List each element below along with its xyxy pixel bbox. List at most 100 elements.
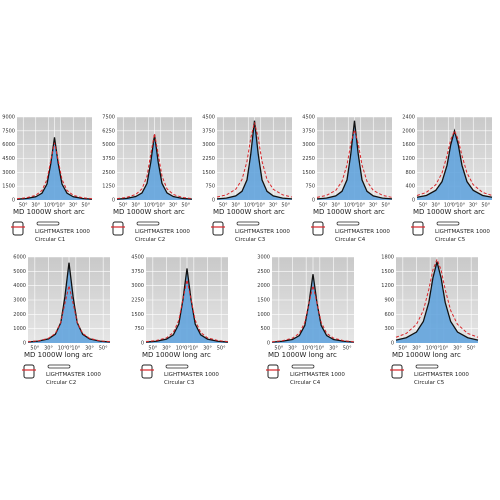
x-tick-label: 50° xyxy=(181,203,190,209)
curve xyxy=(27,262,111,343)
x-tick-label: 30° xyxy=(31,203,40,209)
x-tick-label: 10° xyxy=(56,203,65,209)
curve xyxy=(216,120,293,200)
fixture-icon xyxy=(312,221,324,236)
curve xyxy=(416,129,493,196)
caption: MD 1000W short arc xyxy=(413,208,485,216)
y-tick-label: 500 xyxy=(260,326,270,332)
variant: Circular C1 xyxy=(35,237,65,243)
x-tick-label: 30° xyxy=(369,203,378,209)
y-tick-label: 750 xyxy=(305,184,315,190)
x-tick-label: 10° xyxy=(144,203,153,209)
area xyxy=(17,137,92,200)
caption: MD 1000W short arc xyxy=(13,208,85,216)
caption: MD 1000W long arc xyxy=(392,351,461,359)
caption: MD 1000W short arc xyxy=(113,208,185,216)
fixture-icon xyxy=(212,221,224,236)
curve xyxy=(316,127,393,198)
x-tick-label: 50° xyxy=(481,203,490,209)
x-tick-label: 10° xyxy=(356,203,365,209)
y-tick-label: 6250 xyxy=(102,128,115,134)
caption: MD 1000W long arc xyxy=(268,351,337,359)
y-tick-label: 1000 xyxy=(13,326,26,332)
x-tick-label: 30° xyxy=(231,203,240,209)
y-tick-label: 2400 xyxy=(402,115,415,121)
x-tick-label: 30° xyxy=(288,346,297,352)
y-tick-label: 2000 xyxy=(402,128,415,134)
y-tick-label: 0 xyxy=(391,341,394,347)
y-tick-label: 0 xyxy=(141,341,144,347)
x-tick-label: 10° xyxy=(426,346,435,352)
y-tick-label: 1000 xyxy=(257,312,270,318)
x-tick-label: 10° xyxy=(439,346,448,352)
x-tick-label: 30° xyxy=(131,203,140,209)
x-tick-label: 0° xyxy=(434,346,440,352)
x-tick-label: 30° xyxy=(469,203,478,209)
y-tick-label: 4500 xyxy=(131,255,144,261)
y-tick-label: 1800 xyxy=(381,255,394,261)
y-tick-label: 2250 xyxy=(302,156,315,162)
curve xyxy=(16,137,93,200)
variant: Circular C2 xyxy=(135,237,165,243)
model: LIGHTMASTER 1000 xyxy=(46,372,101,378)
y-tick-label: 1600 xyxy=(402,142,415,148)
x-tick-label: 50° xyxy=(219,203,228,209)
x-tick-label: 30° xyxy=(453,346,462,352)
x-tick-label: 0° xyxy=(352,203,358,209)
x-tick-label: 50° xyxy=(148,346,157,352)
x-tick-label: 0° xyxy=(152,203,158,209)
lens-icon xyxy=(436,221,460,226)
area xyxy=(272,274,354,343)
x-tick-label: 50° xyxy=(419,203,428,209)
x-tick-label: 50° xyxy=(467,346,476,352)
x-tick-label: 50° xyxy=(381,203,390,209)
variant: Circular C4 xyxy=(290,380,321,386)
curve xyxy=(216,122,293,198)
y-tick-label: 5000 xyxy=(102,142,115,148)
x-tick-label: 0° xyxy=(184,346,190,352)
x-tick-label: 30° xyxy=(85,346,94,352)
x-tick-label: 0° xyxy=(252,203,258,209)
y-tick-label: 3000 xyxy=(202,142,215,148)
curve xyxy=(395,258,479,338)
fixture-icon xyxy=(112,221,124,236)
y-tick-label: 4500 xyxy=(2,156,15,162)
y-tick-label: 800 xyxy=(405,170,415,176)
x-tick-label: 30° xyxy=(203,346,212,352)
area xyxy=(146,268,228,343)
x-tick-label: 30° xyxy=(69,203,78,209)
caption: MD 1000W long arc xyxy=(24,351,93,359)
model: LIGHTMASTER 1000 xyxy=(290,372,345,378)
y-tick-label: 3750 xyxy=(102,156,115,162)
y-tick-label: 6000 xyxy=(2,142,15,148)
variant: Circular C2 xyxy=(46,380,76,386)
caption: MD 1000W short arc xyxy=(313,208,385,216)
lens-icon xyxy=(336,221,360,226)
variant: Circular C3 xyxy=(164,380,195,386)
fixture-icon xyxy=(412,221,424,236)
fixture-icon xyxy=(141,364,153,379)
fixture-icon xyxy=(267,364,279,379)
x-tick-label: 10° xyxy=(58,346,67,352)
curve xyxy=(27,285,111,343)
x-tick-label: 30° xyxy=(412,346,421,352)
y-tick-label: 400 xyxy=(405,184,415,190)
x-tick-label: 30° xyxy=(169,203,178,209)
x-tick-label: 30° xyxy=(431,203,440,209)
curve xyxy=(145,268,229,343)
lens-icon xyxy=(36,221,60,226)
lens-icon xyxy=(415,364,439,369)
curve xyxy=(16,142,93,200)
x-tick-label: 0° xyxy=(52,203,58,209)
x-tick-label: 10° xyxy=(44,203,53,209)
x-tick-label: 10° xyxy=(456,203,465,209)
y-tick-label: 3750 xyxy=(302,128,315,134)
y-tick-label: 2250 xyxy=(131,298,144,304)
y-tick-label: 0 xyxy=(267,341,270,347)
x-tick-label: 10° xyxy=(244,203,253,209)
area xyxy=(396,261,478,343)
y-tick-label: 2500 xyxy=(257,269,270,275)
model: LIGHTMASTER 1000 xyxy=(35,229,90,235)
y-tick-label: 3000 xyxy=(2,170,15,176)
